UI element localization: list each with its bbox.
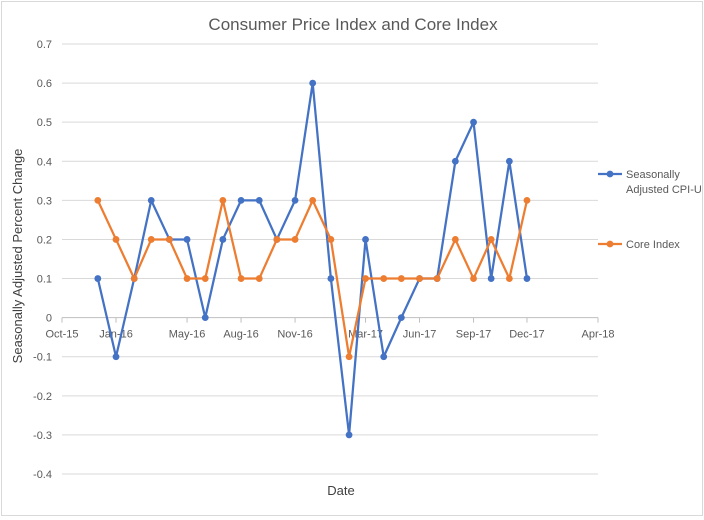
data-point-series-1 xyxy=(219,236,227,243)
data-point-series-1 xyxy=(397,314,405,322)
data-point-series-1 xyxy=(147,196,155,204)
data-point-series-1 xyxy=(345,431,353,439)
legend: Seasonally Adjusted CPI-U Core Index xyxy=(598,169,702,251)
x-tick-label: Dec-17 xyxy=(509,329,544,341)
x-tick-label: May-16 xyxy=(169,329,206,341)
axes: 0.7 0.6 0.5 0.4 0.3 0.2 0.1 0 -0.1 -0.2 -0.3 -0.4 Oc… xyxy=(33,39,614,481)
data-point-series-2 xyxy=(380,275,388,282)
data-point-series-1 xyxy=(523,275,531,282)
data-point-series-2 xyxy=(166,236,173,243)
data-point-series-2 xyxy=(470,275,477,282)
data-point-series-1 xyxy=(380,353,388,361)
data-point-series-2 xyxy=(433,275,441,282)
y-tick-label: 0.1 xyxy=(37,274,52,286)
data-point-series-2 xyxy=(523,196,531,204)
data-point-series-2 xyxy=(309,196,317,204)
x-tick-label: Aug-16 xyxy=(223,329,258,341)
data-point-series-1 xyxy=(94,275,102,282)
data-point-series-1 xyxy=(291,196,299,204)
y-tick-label: 0.3 xyxy=(37,195,52,207)
y-tick-label: 0.4 xyxy=(37,156,52,168)
legend-label: Adjusted CPI-U xyxy=(626,184,702,196)
legend-swatch-marker xyxy=(606,240,614,248)
data-point-series-1 xyxy=(255,196,263,204)
data-point-series-2 xyxy=(362,275,369,282)
y-tick-label: 0.5 xyxy=(37,117,52,129)
data-point-series-2 xyxy=(273,236,281,243)
x-tick-label: Nov-16 xyxy=(277,329,312,341)
data-point-series-2 xyxy=(255,275,263,282)
x-tick-label: Oct-15 xyxy=(45,329,78,341)
data-point-series-1 xyxy=(327,275,335,282)
x-tick-label: Apr-18 xyxy=(581,329,614,341)
y-tick-label: -0.1 xyxy=(33,352,52,364)
y-tick-label: 0.6 xyxy=(37,78,52,90)
data-point-series-1 xyxy=(183,236,191,243)
data-point-series-1 xyxy=(362,236,369,243)
y-tick-label: -0.4 xyxy=(33,469,52,481)
data-point-series-2 xyxy=(487,236,495,243)
data-point-series-2 xyxy=(237,275,245,282)
data-point-series-2 xyxy=(451,236,459,243)
data-point-series-1 xyxy=(112,353,120,361)
x-axis-title: Date xyxy=(327,483,354,498)
legend-swatch-marker xyxy=(606,170,614,178)
data-point-series-1 xyxy=(201,314,209,322)
data-point-series-2 xyxy=(201,275,209,282)
y-axis-title: Seasonally Adjusted Percent Change xyxy=(10,149,25,364)
series-lines xyxy=(94,79,531,439)
x-tick-label: Jun-17 xyxy=(403,329,437,341)
series-line-1 xyxy=(96,81,529,437)
y-tick-label: -0.3 xyxy=(33,430,52,442)
data-point-series-2 xyxy=(130,275,138,282)
y-tick-label: -0.2 xyxy=(33,391,52,403)
data-point-series-2 xyxy=(183,275,191,282)
y-tick-label: 0 xyxy=(46,313,52,325)
legend-label: Seasonally xyxy=(626,169,680,181)
data-point-series-2 xyxy=(291,236,299,243)
data-point-series-1 xyxy=(505,157,513,165)
data-point-series-2 xyxy=(397,275,405,282)
data-point-series-2 xyxy=(94,196,102,204)
x-tick-label: Jan-16 xyxy=(99,329,133,341)
data-point-series-2 xyxy=(416,275,423,282)
data-point-series-1 xyxy=(451,157,459,165)
data-point-series-2 xyxy=(219,196,227,204)
data-point-series-1 xyxy=(470,118,477,126)
data-point-series-2 xyxy=(505,275,513,282)
data-point-series-2 xyxy=(112,236,120,243)
data-point-series-2 xyxy=(327,236,335,243)
y-tick-label: 0.2 xyxy=(37,234,52,246)
legend-label: Core Index xyxy=(626,239,680,251)
data-point-series-2 xyxy=(147,236,155,243)
y-tick-label: 0.7 xyxy=(37,39,52,51)
data-point-series-1 xyxy=(487,275,495,282)
data-point-series-1 xyxy=(237,196,245,204)
data-point-series-2 xyxy=(345,353,353,361)
x-tick-label: Sep-17 xyxy=(456,329,491,341)
chart-title: Consumer Price Index and Core Index xyxy=(208,15,498,34)
data-point-series-1 xyxy=(309,79,317,87)
